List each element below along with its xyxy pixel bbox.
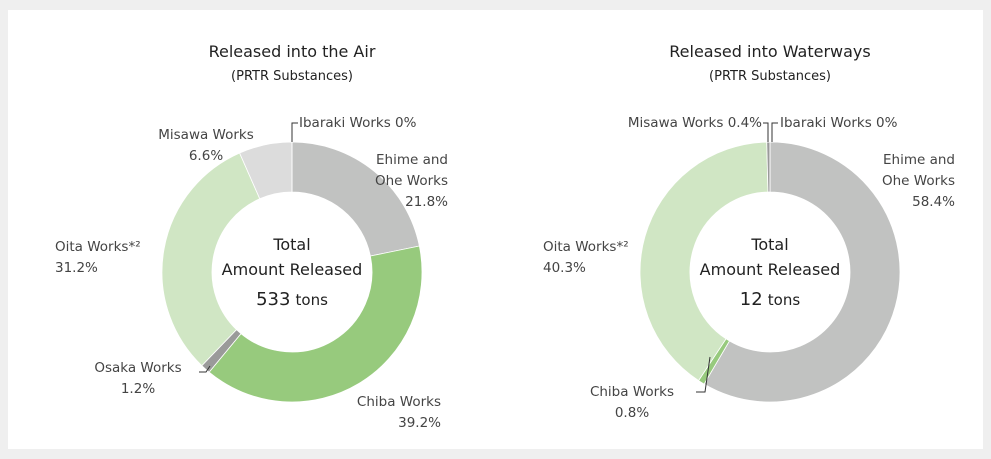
slice-label: Chiba Works 39.2%: [331, 392, 441, 434]
total-value: 533: [256, 289, 290, 310]
slice-value-label: 39.2%: [398, 415, 441, 431]
slice-category: Oita Works*²: [55, 239, 141, 255]
center-label: Amount Released: [222, 260, 363, 279]
chart-title: Released into the Air: [209, 42, 376, 61]
slice-value-label: 31.2%: [55, 260, 98, 276]
slice-label: Ehime and Ohe Works 58.4%: [855, 150, 955, 213]
slice-value-label: 1.2%: [120, 381, 156, 397]
center-label: Amount Released: [700, 260, 841, 279]
donut-slice: [161, 152, 261, 367]
leader-line: [763, 122, 769, 142]
slice-label: Misawa Works 6.6%: [146, 125, 266, 167]
leader-line: [771, 122, 778, 142]
slice-label: Oita Works*² 31.2%: [55, 237, 185, 279]
leader-line: [696, 356, 711, 393]
slice-value-label: 0.8%: [614, 405, 650, 421]
slice-value-label: 40.3%: [543, 260, 586, 276]
leader-line: [291, 122, 298, 142]
slice-category: Osaka Works: [94, 360, 182, 376]
slice-label: Ibaraki Works 0%: [780, 113, 920, 134]
slice-category: Misawa Works: [158, 127, 254, 143]
chart-subtitle: (PRTR Substances): [709, 69, 831, 84]
chart-title: Released into Waterways: [669, 42, 870, 61]
slice-label: Osaka Works 1.2%: [73, 358, 203, 400]
slice-label: Misawa Works 0.4%: [602, 113, 762, 134]
slice-label: Chiba Works 0.8%: [577, 382, 687, 424]
donut-slice: [208, 245, 423, 403]
slice-label: Ehime and Ohe Works 21.8%: [348, 150, 448, 213]
center-total: 533 tons: [256, 289, 328, 310]
slice-value-label: 0.4%: [727, 115, 762, 131]
leader-line: [199, 365, 211, 373]
slice-category: Oita Works*²: [543, 239, 629, 255]
center-label: Total: [750, 235, 788, 254]
center-total: 12 tons: [740, 289, 801, 310]
donut-slice: [703, 141, 901, 403]
total-unit: tons: [296, 291, 329, 309]
slice-category: Ibaraki Works: [299, 115, 391, 131]
slice-value-label: 6.6%: [188, 148, 224, 164]
slice-label: Ibaraki Works 0%: [299, 113, 439, 134]
slice-label: Oita Works*² 40.3%: [543, 237, 673, 279]
slice-category: Ehime and Ohe Works: [375, 152, 448, 189]
slice-category: Ibaraki Works: [780, 115, 872, 131]
slice-category: Chiba Works: [589, 384, 675, 400]
total-unit: tons: [768, 291, 801, 309]
slice-value-label: 58.4%: [912, 194, 955, 210]
slice-category: Ehime and Ohe Works: [882, 152, 955, 189]
slice-value-label: 0%: [395, 115, 417, 131]
slice-category: Chiba Works: [356, 394, 441, 410]
slice-value-label: 21.8%: [405, 194, 448, 210]
slice-category: Misawa Works: [627, 115, 724, 131]
total-value: 12: [740, 289, 763, 310]
donut-slice: [639, 141, 769, 382]
chart-subtitle: (PRTR Substances): [231, 69, 353, 84]
center-label: Total: [272, 235, 310, 254]
slice-value-label: 0%: [876, 115, 898, 131]
